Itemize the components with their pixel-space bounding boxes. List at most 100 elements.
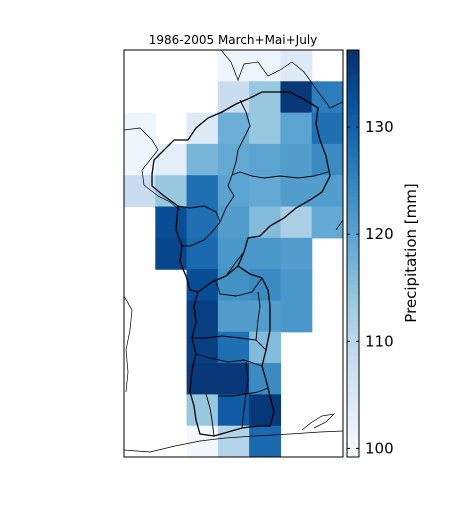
colorbar-segment [347, 436, 359, 441]
grid-cell [124, 143, 156, 176]
colorbar-segment [347, 348, 359, 353]
department-borders [177, 99, 329, 437]
colorbar-label: Precipitation [mm] [402, 183, 420, 322]
grid-cell [249, 143, 282, 176]
grid-cell [280, 175, 313, 208]
grid-cell [186, 394, 219, 427]
grid-cell [217, 50, 250, 82]
grid-cell [155, 237, 188, 270]
colorbar-segment [347, 419, 359, 424]
colorbar-segment [347, 256, 359, 261]
colorbar-segment [347, 100, 359, 105]
grid-cell [155, 206, 188, 239]
colorbar-segment [347, 426, 359, 431]
grid-cell [249, 50, 282, 82]
grid-cell [155, 175, 188, 208]
colorbar-segment [347, 263, 359, 268]
colorbar-segment [347, 355, 359, 360]
colorbar-segment [347, 375, 359, 380]
map-frame [123, 49, 344, 458]
colorbar-segment [347, 416, 359, 421]
colorbar-segment [347, 362, 359, 366]
colorbar-segment [347, 341, 359, 346]
grid-cell [249, 237, 282, 270]
grid-cell [280, 269, 313, 302]
grid-cell [280, 237, 313, 270]
colorbar-segment [347, 358, 359, 363]
department-border-10 [205, 393, 215, 437]
colorbar-segment [347, 287, 359, 292]
department-border-7 [195, 353, 263, 367]
colorbar-segment [347, 148, 359, 153]
grid-cell [280, 206, 313, 239]
colorbar-segment [347, 246, 359, 251]
grid-cell [311, 143, 343, 176]
colorbar-segment [347, 97, 359, 102]
colorbar-segment [347, 395, 359, 400]
colorbar-segment [347, 77, 359, 82]
colorbar-segment [347, 328, 359, 333]
grid-cell [280, 112, 313, 145]
grid-cell [249, 175, 282, 208]
colorbar-segment [347, 273, 359, 278]
colorbar-segment [347, 443, 359, 448]
colorbar-segment [347, 253, 359, 258]
colorbar-segment [347, 168, 359, 173]
colorbar-tick-label: 110 [365, 332, 394, 350]
colorbar-segment [347, 60, 359, 65]
grid-cell [124, 175, 156, 208]
grid-cell [217, 143, 250, 176]
colorbar-segment [347, 297, 359, 302]
colorbar-segment [347, 83, 359, 88]
colorbar-segment [347, 331, 359, 336]
colorbar-segment [347, 233, 359, 238]
colorbar-segment [347, 185, 359, 190]
grid-cell [217, 363, 250, 395]
colorbar-segment [347, 267, 359, 271]
colorbar-segment [347, 87, 359, 92]
colorbar-segment [347, 222, 359, 227]
colorbar-segment [347, 378, 359, 383]
colorbar-segment [347, 182, 359, 187]
colorbar-segment [347, 70, 359, 75]
department-border-6 [192, 335, 267, 351]
grid-cell [249, 425, 282, 457]
grid-cell [186, 269, 219, 302]
grid-cell [280, 81, 313, 114]
grid-cell [186, 300, 219, 333]
grid-cell [217, 300, 250, 333]
grid-cell [249, 300, 282, 333]
colorbar-segment [347, 94, 359, 98]
colorbar-segment [347, 409, 359, 414]
colorbar-segment [347, 56, 359, 61]
colorbar-segment [347, 107, 359, 112]
colorbar-segment [347, 229, 359, 234]
colorbar-segment [347, 250, 359, 254]
colorbar-frame [346, 49, 360, 458]
colorbar-tick-label: 120 [365, 225, 394, 243]
colorbar-segment [347, 277, 359, 282]
colorbar-tick-label: 130 [365, 118, 394, 136]
colorbar-segment [347, 104, 359, 109]
department-border-9 [241, 361, 249, 429]
grid-cell [280, 143, 313, 176]
colorbar-segment [347, 345, 359, 349]
colorbar-segment [347, 128, 359, 132]
colorbar-segment [347, 117, 359, 122]
grid-cell [217, 81, 250, 114]
colorbar-segment [347, 175, 359, 180]
colorbar-segment [347, 189, 359, 193]
grid-cell [186, 143, 219, 176]
colorbar-segment [347, 73, 359, 78]
colorbar-segment [347, 314, 359, 319]
grid-cell [186, 206, 219, 239]
colorbar-segment [347, 192, 359, 197]
grid-cell [217, 269, 250, 302]
colorbar-segment [347, 406, 359, 411]
colorbar-segment [347, 365, 359, 370]
colorbar-segment [347, 280, 359, 285]
colorbar-segment [347, 440, 359, 444]
colorbar-segment [347, 212, 359, 217]
colorbar-segment [347, 307, 359, 312]
colorbar-segment [347, 151, 359, 156]
